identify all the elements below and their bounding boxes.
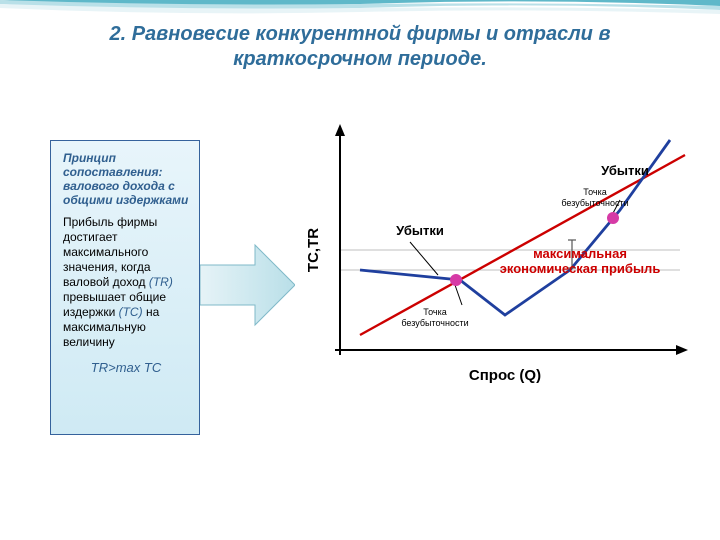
principle-heading: Принцип сопоставления: валового дохода с… [63, 151, 189, 207]
top-decoration [0, 0, 720, 16]
chart-annotation: Точка [583, 187, 606, 197]
breakeven-point [450, 274, 462, 286]
tr-line [360, 155, 685, 335]
slide: 2. Равновесие конкурентной фирмы и отрас… [0, 0, 720, 540]
chart-annotation: безубыточности [561, 198, 628, 208]
x-axis-arrow [676, 345, 688, 355]
chart-annotation: Убытки [396, 223, 444, 238]
block-arrow-shape [200, 245, 295, 325]
chart-annotation: максимальная [533, 246, 627, 261]
principle-infobox: Принцип сопоставления: валового дохода с… [50, 140, 200, 435]
chart-annotation: Убытки [601, 163, 649, 178]
chart-annotation: экономическая прибыль [500, 261, 661, 276]
principle-body: Прибыль фирмы достигает максимального зн… [63, 215, 189, 350]
x-axis-label: Спрос (Q) [469, 367, 541, 384]
block-arrow [200, 240, 295, 330]
slide-title: 2. Равновесие конкурентной фирмы и отрас… [30, 22, 690, 72]
y-axis-label: TC,TR [305, 228, 322, 272]
y-axis-arrow [335, 124, 345, 136]
callout-line [455, 285, 462, 305]
chart-svg: TC TR УбыткиУбыткиТочкабезубыточностиТоч… [300, 120, 690, 400]
chart-annotations: УбыткиУбыткиТочкабезубыточностиТочкабезу… [396, 163, 660, 328]
chart-annotation: безубыточности [401, 318, 468, 328]
cost-revenue-chart: TC TR УбыткиУбыткиТочкабезубыточностиТоч… [300, 120, 690, 400]
chart-annotation: Точка [423, 307, 446, 317]
principle-formula: TR>max TC [63, 360, 189, 375]
breakeven-point [607, 212, 619, 224]
